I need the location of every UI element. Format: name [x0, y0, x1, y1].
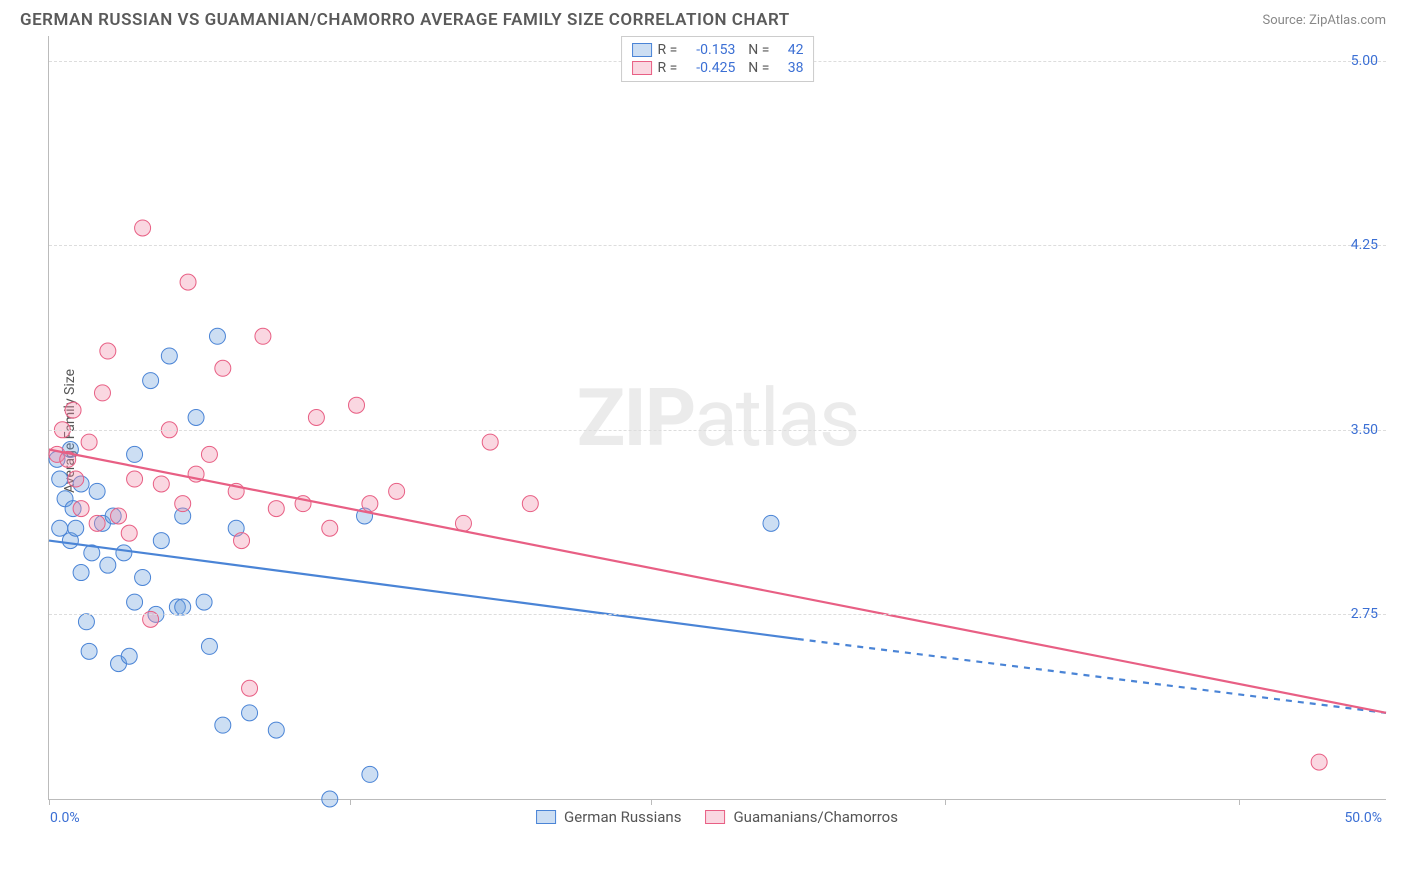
scatter-point-gc — [308, 410, 324, 426]
label-n: N = — [741, 42, 769, 58]
scatter-point-gc — [349, 397, 365, 413]
gridline — [49, 430, 1386, 431]
scatter-point-gc — [73, 501, 89, 517]
scatter-point-gc — [81, 434, 97, 450]
x-tick — [945, 799, 946, 805]
scatter-point-gr — [196, 594, 212, 610]
scatter-point-gr — [81, 643, 97, 659]
x-axis-max-label: 50.0% — [1344, 810, 1382, 826]
y-tick-label: 3.50 — [1351, 422, 1378, 438]
scatter-point-gr — [78, 614, 94, 630]
scatter-point-gr — [201, 638, 217, 654]
scatter-point-gc — [94, 385, 110, 401]
scatter-point-gr — [322, 791, 338, 807]
scatter-point-gc — [111, 508, 127, 524]
scatter-point-gr — [68, 520, 84, 536]
label-n: N = — [741, 60, 769, 76]
plot-svg — [49, 36, 1386, 799]
gridline — [49, 614, 1386, 615]
legend-item-german-russians: German Russians — [536, 808, 681, 826]
scatter-point-gc — [362, 496, 378, 512]
scatter-point-gr — [116, 545, 132, 561]
scatter-point-gr — [175, 599, 191, 615]
x-tick — [1239, 799, 1240, 805]
scatter-point-gr — [362, 766, 378, 782]
scatter-point-gc — [201, 446, 217, 462]
swatch-guamanians-chamorros — [705, 810, 725, 824]
scatter-point-gc — [180, 274, 196, 290]
plot-region: ZIPatlas R = -0.153 N = 42 R = -0.425 N … — [48, 36, 1386, 800]
scatter-point-gc — [322, 520, 338, 536]
scatter-point-gr — [268, 722, 284, 738]
scatter-point-gc — [482, 434, 498, 450]
scatter-point-gr — [127, 594, 143, 610]
scatter-point-gr — [121, 648, 137, 664]
scatter-point-gr — [242, 705, 258, 721]
label-r: R = — [658, 60, 678, 76]
y-tick-label: 4.25 — [1351, 237, 1378, 253]
scatter-point-gr — [161, 348, 177, 364]
value-n-gc: 38 — [775, 60, 803, 76]
scatter-point-gr — [127, 446, 143, 462]
scatter-point-gc — [153, 476, 169, 492]
swatch-german-russians — [536, 810, 556, 824]
legend-stats-row-gc: R = -0.425 N = 38 — [632, 59, 804, 77]
trendline-dash-gr — [798, 639, 1386, 713]
y-tick-label: 2.75 — [1351, 606, 1378, 622]
scatter-point-gr — [135, 569, 151, 585]
trendline-gr — [49, 541, 798, 639]
scatter-point-gc — [234, 533, 250, 549]
scatter-point-gr — [143, 373, 159, 389]
value-r-gr: -0.153 — [683, 42, 735, 58]
x-axis-min-label: 0.0% — [50, 810, 80, 826]
swatch-german-russians — [632, 43, 652, 57]
scatter-point-gc — [242, 680, 258, 696]
x-tick — [49, 799, 50, 805]
legend-item-guamanians-chamorros: Guamanians/Chamorros — [705, 808, 897, 826]
x-tick — [350, 799, 351, 805]
scatter-point-gc — [127, 471, 143, 487]
scatter-point-gr — [89, 483, 105, 499]
scatter-point-gc — [215, 360, 231, 376]
scatter-point-gc — [65, 402, 81, 418]
x-tick — [651, 799, 652, 805]
scatter-point-gr — [188, 410, 204, 426]
chart-title: GERMAN RUSSIAN VS GUAMANIAN/CHAMORRO AVE… — [20, 10, 790, 30]
chart-header: GERMAN RUSSIAN VS GUAMANIAN/CHAMORRO AVE… — [0, 0, 1406, 36]
scatter-point-gr — [52, 471, 68, 487]
scatter-point-gr — [209, 328, 225, 344]
swatch-guamanians-chamorros — [632, 61, 652, 75]
legend-stats: R = -0.153 N = 42 R = -0.425 N = 38 — [621, 36, 815, 82]
scatter-point-gc — [135, 220, 151, 236]
scatter-point-gc — [175, 496, 191, 512]
scatter-point-gr — [73, 565, 89, 581]
scatter-point-gr — [153, 533, 169, 549]
value-n-gr: 42 — [775, 42, 803, 58]
legend-label-gr: German Russians — [564, 808, 681, 826]
chart-source: Source: ZipAtlas.com — [1262, 13, 1386, 28]
scatter-point-gc — [268, 501, 284, 517]
label-r: R = — [658, 42, 678, 58]
scatter-point-gc — [522, 496, 538, 512]
chart-area: Average Family Size ZIPatlas R = -0.153 … — [48, 36, 1386, 826]
scatter-point-gr — [100, 557, 116, 573]
scatter-point-gc — [1311, 754, 1327, 770]
scatter-point-gc — [389, 483, 405, 499]
scatter-point-gc — [121, 525, 137, 541]
legend-label-gc: Guamanians/Chamorros — [733, 808, 897, 826]
scatter-point-gc — [89, 515, 105, 531]
scatter-point-gc — [68, 471, 84, 487]
trendline-gc — [49, 449, 1386, 712]
scatter-point-gr — [763, 515, 779, 531]
value-r-gc: -0.425 — [683, 60, 735, 76]
scatter-point-gc — [100, 343, 116, 359]
legend-stats-row-gr: R = -0.153 N = 42 — [632, 41, 804, 59]
gridline — [49, 245, 1386, 246]
legend-series: German Russians Guamanians/Chamorros — [536, 808, 898, 826]
y-tick-label: 5.00 — [1351, 53, 1378, 69]
scatter-point-gc — [255, 328, 271, 344]
scatter-point-gr — [215, 717, 231, 733]
